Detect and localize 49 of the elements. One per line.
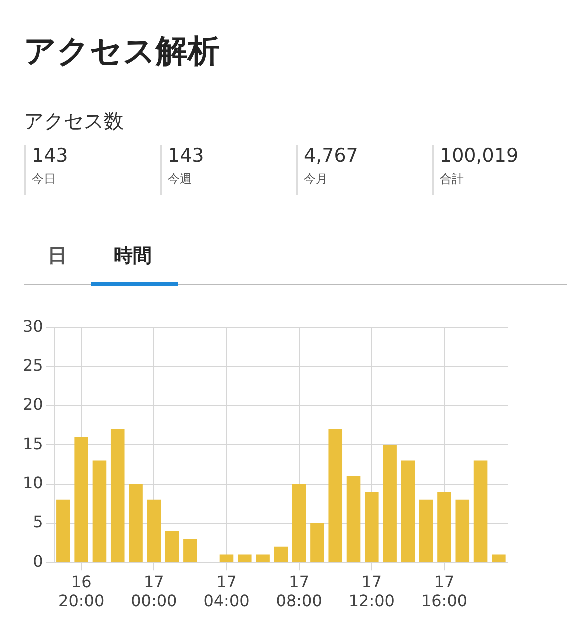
bar — [238, 554, 252, 562]
x-tick-label: 17 08:00 — [276, 572, 322, 611]
chart-title: アクセス解析 — [24, 31, 220, 72]
bar — [220, 554, 234, 562]
bar — [310, 523, 324, 562]
chart-subtitle: アクセス数 — [24, 108, 124, 135]
y-tick-label: 15 — [23, 434, 44, 454]
text: 143 — [32, 145, 68, 167]
bar — [147, 500, 162, 562]
bar — [110, 429, 125, 562]
y-tick-label: 25 — [23, 356, 44, 375]
x-tick-label: 17 00:00 — [131, 572, 178, 611]
text: 日 — [48, 244, 67, 269]
bar — [419, 500, 434, 562]
text: 今月 — [304, 171, 329, 188]
x-tick-label: 17 12:00 — [348, 572, 395, 611]
bar — [129, 484, 143, 562]
bar — [438, 492, 452, 562]
x-tick-label: 16 20:00 — [58, 572, 105, 611]
y-tick-label: 0 — [33, 552, 44, 571]
bar — [92, 460, 107, 562]
y-tick-label: 10 — [23, 473, 44, 492]
bar — [474, 460, 488, 562]
text: 今週 — [168, 171, 193, 188]
text: 143 — [168, 145, 204, 167]
x-tick-label: 17 16:00 — [421, 572, 468, 611]
bar — [492, 554, 506, 562]
bar — [56, 500, 70, 562]
y-tick-label: 30 — [23, 316, 44, 336]
bar — [274, 546, 288, 562]
bar — [383, 445, 397, 562]
x-tick-label: 17 04:00 — [204, 572, 250, 611]
bar — [256, 554, 270, 562]
bar — [165, 531, 180, 562]
bar — [401, 460, 416, 562]
y-tick-label: 5 — [33, 512, 44, 532]
bar — [365, 492, 379, 562]
text: 100,019 — [440, 145, 519, 167]
text: 今日 — [32, 171, 57, 188]
bar — [292, 484, 306, 562]
bar — [456, 500, 470, 562]
text: 4,767 — [304, 145, 358, 167]
bar — [184, 539, 198, 562]
bar — [74, 437, 88, 562]
y-tick-label: 20 — [23, 395, 44, 414]
bar — [346, 476, 361, 562]
text: 合計 — [440, 171, 465, 188]
bar — [328, 429, 343, 562]
text: 時間 — [114, 244, 152, 269]
